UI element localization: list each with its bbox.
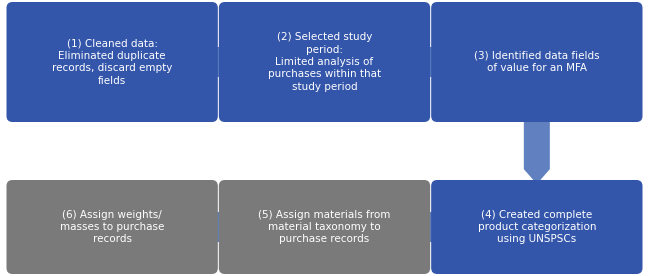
Polygon shape	[425, 212, 436, 242]
FancyBboxPatch shape	[6, 2, 218, 122]
Polygon shape	[213, 47, 224, 77]
Text: (1) Cleaned data:
Eliminated duplicate
records, discard empty
fields: (1) Cleaned data: Eliminated duplicate r…	[52, 38, 173, 86]
FancyBboxPatch shape	[6, 180, 218, 274]
Text: (6) Assign weights/
masses to purchase
records: (6) Assign weights/ masses to purchase r…	[60, 209, 164, 245]
Polygon shape	[213, 212, 224, 242]
Polygon shape	[524, 118, 550, 184]
Text: (2) Selected study
period:
Limited analysis of
purchases within that
study perio: (2) Selected study period: Limited analy…	[268, 32, 381, 92]
Text: (4) Created complete
product categorization
using UNSPSCs: (4) Created complete product categorizat…	[478, 209, 596, 245]
FancyBboxPatch shape	[219, 180, 430, 274]
Text: (5) Assign materials from
material taxonomy to
purchase records: (5) Assign materials from material taxon…	[258, 209, 391, 245]
FancyBboxPatch shape	[431, 180, 643, 274]
FancyBboxPatch shape	[431, 2, 643, 122]
Text: (3) Identified data fields
of value for an MFA: (3) Identified data fields of value for …	[474, 51, 600, 73]
Polygon shape	[425, 47, 436, 77]
FancyBboxPatch shape	[219, 2, 430, 122]
